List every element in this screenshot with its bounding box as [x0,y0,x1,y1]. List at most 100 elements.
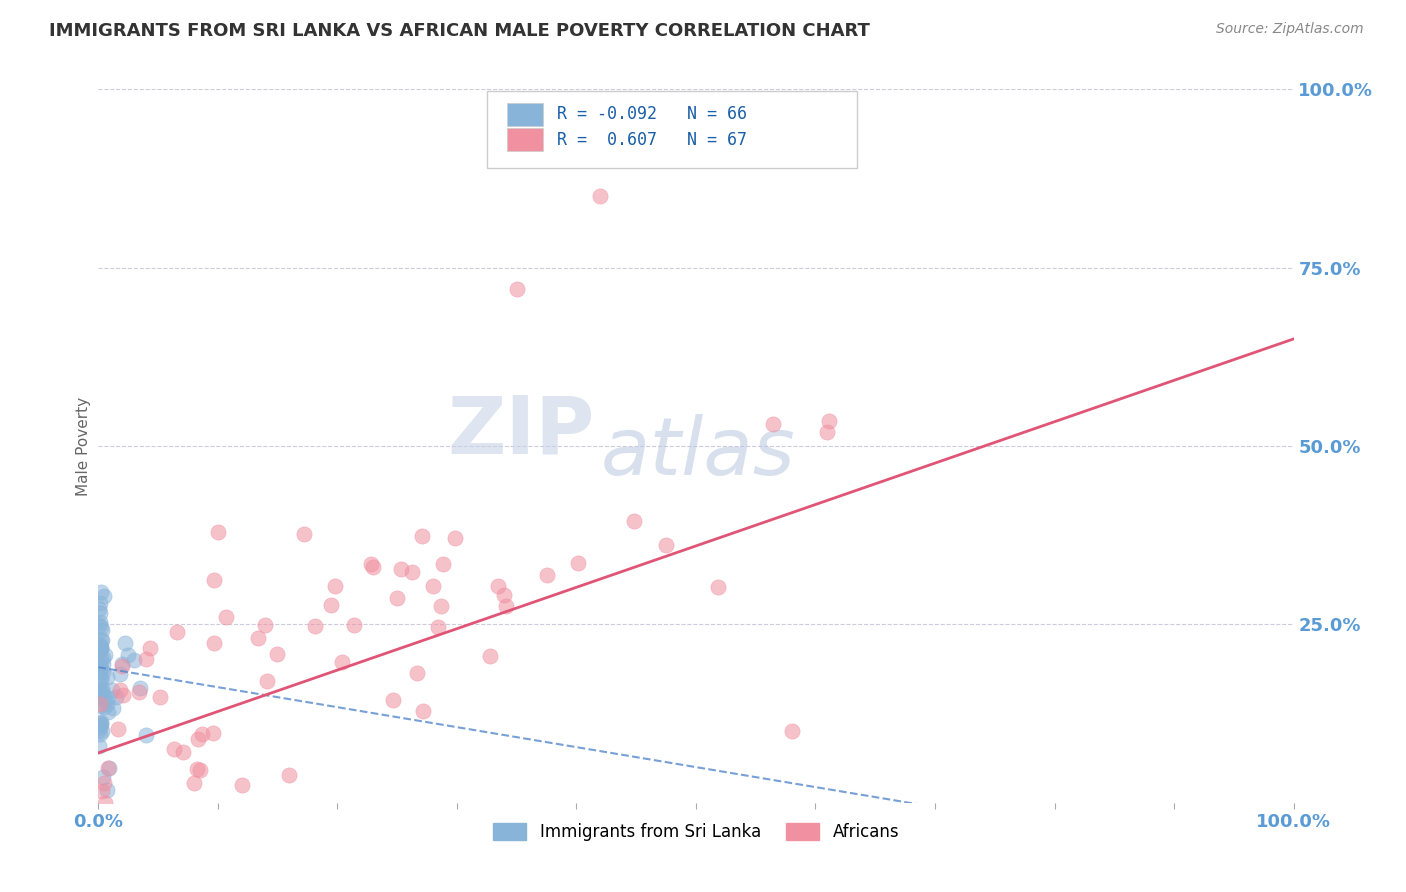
Point [411,529,433,543]
Point [91,770,114,784]
Point [381,692,404,706]
Legend: Immigrants from Sri Lanka, Africans: Immigrants from Sri Lanka, Africans [486,816,905,848]
Point [815,425,838,439]
Point [105,690,128,705]
Point [90,714,112,729]
Point [90,585,112,599]
Point [93,657,115,671]
Point [231,778,253,792]
Point [91,633,114,648]
Point [89,699,111,714]
Point [191,727,214,741]
Point [108,682,131,697]
Point [107,722,129,736]
Point [201,726,224,740]
Point [360,557,382,571]
Point [422,579,444,593]
Point [90,717,112,731]
Point [202,574,225,588]
Point [432,557,454,571]
Point [97,705,120,719]
Point [89,715,111,730]
Point [363,559,385,574]
Point [91,651,114,665]
Point [129,681,152,695]
Point [343,618,366,632]
Point [111,657,134,671]
Point [187,732,209,747]
Point [412,704,434,718]
Point [478,649,501,664]
Point [166,624,188,639]
FancyBboxPatch shape [486,91,858,168]
Point [319,598,342,612]
Point [91,665,114,679]
Text: R = -0.092   N = 66: R = -0.092 N = 66 [557,105,748,123]
Point [818,414,841,428]
Point [94,648,117,663]
Point [89,639,111,653]
Point [89,689,111,703]
Point [186,762,208,776]
Point [89,606,111,620]
Point [506,282,529,296]
Point [93,775,115,789]
Point [89,665,111,679]
Text: ZIP: ZIP [447,392,595,471]
Point [91,623,114,637]
Point [492,588,515,602]
Text: IMMIGRANTS FROM SRI LANKA VS AFRICAN MALE POVERTY CORRELATION CHART: IMMIGRANTS FROM SRI LANKA VS AFRICAN MAL… [49,22,870,40]
Point [149,690,172,704]
Point [90,620,112,634]
Text: Source: ZipAtlas.com: Source: ZipAtlas.com [1216,22,1364,37]
Point [87,739,110,753]
Point [707,580,730,594]
Point [589,189,612,203]
Point [89,615,111,629]
Point [108,667,131,681]
Point [256,673,278,688]
Point [96,697,118,711]
Point [488,579,510,593]
Point [89,618,111,632]
Y-axis label: Male Poverty: Male Poverty [76,396,91,496]
Text: R =  0.607   N = 67: R = 0.607 N = 67 [557,131,748,149]
Point [93,589,115,603]
Point [91,682,114,697]
Point [430,599,453,613]
Point [97,690,120,705]
Point [304,618,326,632]
Point [89,697,111,711]
Point [87,678,110,692]
Point [114,636,136,650]
Point [96,761,118,775]
Point [207,524,229,539]
Point [89,683,111,698]
Point [277,767,299,781]
Point [89,660,111,674]
Point [89,727,111,741]
Point [93,700,115,714]
Point [90,640,112,655]
Point [567,556,589,570]
Point [536,568,558,582]
Point [96,670,118,684]
Point [90,652,112,666]
Point [111,659,134,673]
Point [444,531,467,545]
Point [96,783,118,797]
Point [292,526,315,541]
Point [87,658,110,673]
Point [385,591,408,606]
FancyBboxPatch shape [508,128,543,152]
Point [90,661,112,675]
Point [254,618,277,632]
Point [87,601,110,615]
Point [91,684,114,698]
Point [135,729,157,743]
Point [139,640,162,655]
Point [90,632,112,647]
Point [87,690,110,704]
Point [101,701,124,715]
Point [128,685,150,699]
